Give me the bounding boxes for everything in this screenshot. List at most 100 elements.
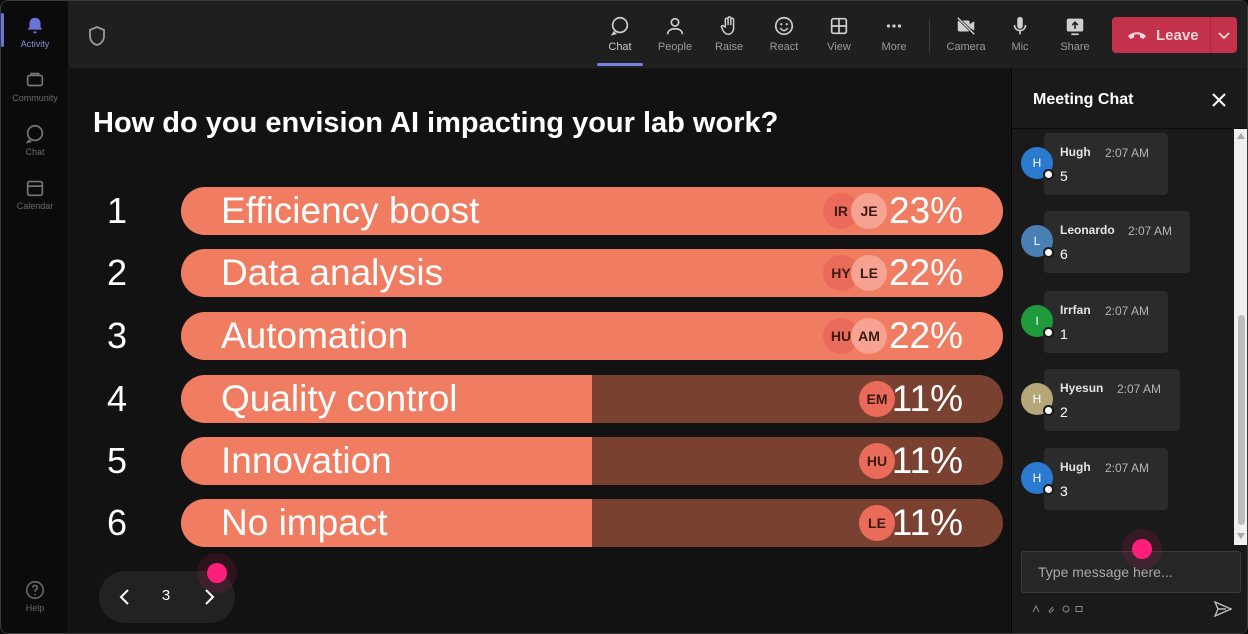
chat-title: Meeting Chat bbox=[1033, 91, 1134, 108]
chat-message-bubble: Hyesun 2:07 AM 2 bbox=[1044, 369, 1180, 431]
smiley-icon bbox=[774, 16, 794, 36]
poll-stage: How do you envision AI impacting your la… bbox=[69, 69, 1011, 633]
poll-option-rank: 2 bbox=[107, 252, 128, 293]
send-icon[interactable] bbox=[1214, 601, 1232, 617]
chat-message-text: 6 bbox=[1060, 246, 1068, 262]
calendar-icon bbox=[26, 180, 44, 197]
avatar[interactable]: L bbox=[1021, 225, 1054, 258]
pointer-highlight bbox=[1132, 539, 1152, 559]
format-icon[interactable] bbox=[1032, 605, 1040, 613]
scroll-down-arrow[interactable] bbox=[1237, 533, 1245, 539]
share-icon bbox=[1066, 18, 1084, 36]
poll-option-label: Innovation bbox=[221, 440, 392, 481]
rail-item-community[interactable]: Community bbox=[5, 61, 65, 111]
meeting-toolbar: Chat People Raise React View More Camera bbox=[69, 1, 1247, 69]
rail-item-help[interactable]: Help bbox=[5, 571, 65, 621]
chevron-left-icon[interactable] bbox=[113, 585, 137, 609]
avatar[interactable]: H bbox=[1021, 147, 1054, 180]
avatar[interactable]: H bbox=[1021, 383, 1054, 416]
presence-status-dot bbox=[1043, 247, 1054, 258]
avatar[interactable]: H bbox=[1021, 462, 1054, 495]
shield-icon[interactable] bbox=[87, 25, 107, 47]
toolbar-button-label: Raise bbox=[714, 41, 744, 53]
emoji-icon[interactable] bbox=[1062, 605, 1070, 613]
presence-status-dot bbox=[1043, 484, 1054, 495]
message-composer[interactable] bbox=[1021, 551, 1241, 593]
poll-question: How do you envision AI impacting your la… bbox=[93, 107, 779, 139]
toolbar-camera-button[interactable]: Camera bbox=[941, 11, 991, 63]
chat-timestamp: 2:07 AM bbox=[1105, 461, 1150, 475]
chat-timestamp: 2:07 AM bbox=[1105, 146, 1150, 160]
active-tab-indicator bbox=[597, 63, 643, 66]
chat-icon bbox=[610, 16, 629, 36]
chat-message-text: 5 bbox=[1060, 168, 1068, 184]
scroll-thumb[interactable] bbox=[1238, 315, 1245, 525]
chat-timestamp: 2:07 AM bbox=[1105, 304, 1150, 318]
poll-option-label: Data analysis bbox=[221, 252, 444, 293]
page-number: 3 bbox=[161, 587, 171, 604]
toolbar-more-button[interactable]: More bbox=[869, 11, 919, 63]
chat-message-bubble: Hugh 2:07 AM 5 bbox=[1044, 133, 1168, 195]
toolbar-view-button[interactable]: View bbox=[814, 11, 864, 63]
chat-sender-name: Hugh bbox=[1060, 145, 1091, 159]
rail-item-label: Activity bbox=[20, 39, 50, 49]
poll-option-label: Efficiency boost bbox=[221, 190, 480, 231]
chat-message-text: 3 bbox=[1060, 483, 1068, 499]
hand-icon bbox=[720, 16, 735, 35]
poll-option-bar: Automation HU AM 22% bbox=[181, 312, 1003, 360]
toolbar-raise-button[interactable]: Raise bbox=[704, 11, 754, 63]
poll-option-percent: 11% bbox=[891, 502, 963, 543]
leave-dropdown[interactable] bbox=[1210, 17, 1237, 53]
poll-option-bar: No impact LE 11% bbox=[181, 499, 1003, 547]
rail-item-calendar[interactable]: Calendar bbox=[5, 169, 65, 219]
leave-button[interactable]: Leave bbox=[1112, 17, 1237, 53]
toolbar-chat-button[interactable]: Chat bbox=[595, 11, 645, 63]
poll-option-fill bbox=[181, 437, 592, 485]
toolbar-people-button[interactable]: People bbox=[650, 11, 700, 63]
poll-option-row: 5 Innovation HU 11% bbox=[93, 437, 1003, 485]
poll-option-percent: 22% bbox=[888, 315, 963, 356]
close-icon[interactable] bbox=[1210, 91, 1228, 109]
poll-option-rank: 1 bbox=[107, 190, 128, 231]
poll-option-label: No impact bbox=[221, 502, 388, 543]
chat-sender-name: Leonardo bbox=[1060, 223, 1115, 237]
toolbar-button-label: View bbox=[827, 41, 851, 53]
rail-item-activity[interactable]: Activity bbox=[5, 7, 65, 57]
phone-hangup-icon bbox=[1128, 32, 1146, 39]
toolbar-button-label: Share bbox=[1060, 41, 1090, 53]
avatar[interactable]: I bbox=[1021, 305, 1054, 338]
poll-option-row: 6 No impact LE 11% bbox=[93, 499, 1003, 547]
toolbar-separator bbox=[929, 19, 930, 53]
rail-item-label: Chat bbox=[25, 147, 45, 157]
avatar-initial: I bbox=[1035, 314, 1039, 328]
toolbar-react-button[interactable]: React bbox=[759, 11, 809, 63]
chat-message-text: 1 bbox=[1060, 326, 1068, 342]
toolbar-share-button[interactable]: Share bbox=[1050, 11, 1100, 63]
voter-avatar: EM bbox=[859, 381, 895, 417]
chat-sender-name: Hugh bbox=[1060, 460, 1091, 474]
message-input[interactable] bbox=[1022, 552, 1240, 592]
gif-icon[interactable] bbox=[1075, 605, 1083, 613]
avatar-initial: H bbox=[1032, 156, 1042, 170]
attach-icon[interactable] bbox=[1047, 605, 1055, 613]
chat-divider bbox=[1012, 128, 1247, 129]
chevron-down-icon bbox=[1218, 32, 1230, 40]
rail-item-chat[interactable]: Chat bbox=[5, 115, 65, 165]
poll-option-rank: 5 bbox=[107, 440, 128, 481]
chat-message-list[interactable]: Hugh 2:07 AM 5 H Leonardo 2:07 AM 6 L Irrfan 2:07… bbox=[1012, 129, 1234, 545]
toolbar-mic-button[interactable]: Mic bbox=[995, 11, 1045, 63]
bell-icon bbox=[27, 17, 43, 34]
avatar-initial: H bbox=[1032, 392, 1042, 406]
toolbar-button-label: Chat bbox=[608, 41, 632, 53]
presence-status-dot bbox=[1043, 405, 1054, 416]
chat-scrollbar[interactable] bbox=[1234, 129, 1247, 545]
scroll-up-arrow[interactable] bbox=[1237, 133, 1245, 139]
chevron-right-icon[interactable] bbox=[197, 585, 221, 609]
rail-item-label: Calendar bbox=[16, 201, 54, 211]
pointer-highlight bbox=[207, 563, 227, 583]
rail-item-label: Help bbox=[25, 603, 45, 613]
poll-option-rank: 4 bbox=[107, 378, 128, 419]
poll-option-fill bbox=[181, 499, 592, 547]
poll-option-percent: 11% bbox=[891, 440, 963, 481]
